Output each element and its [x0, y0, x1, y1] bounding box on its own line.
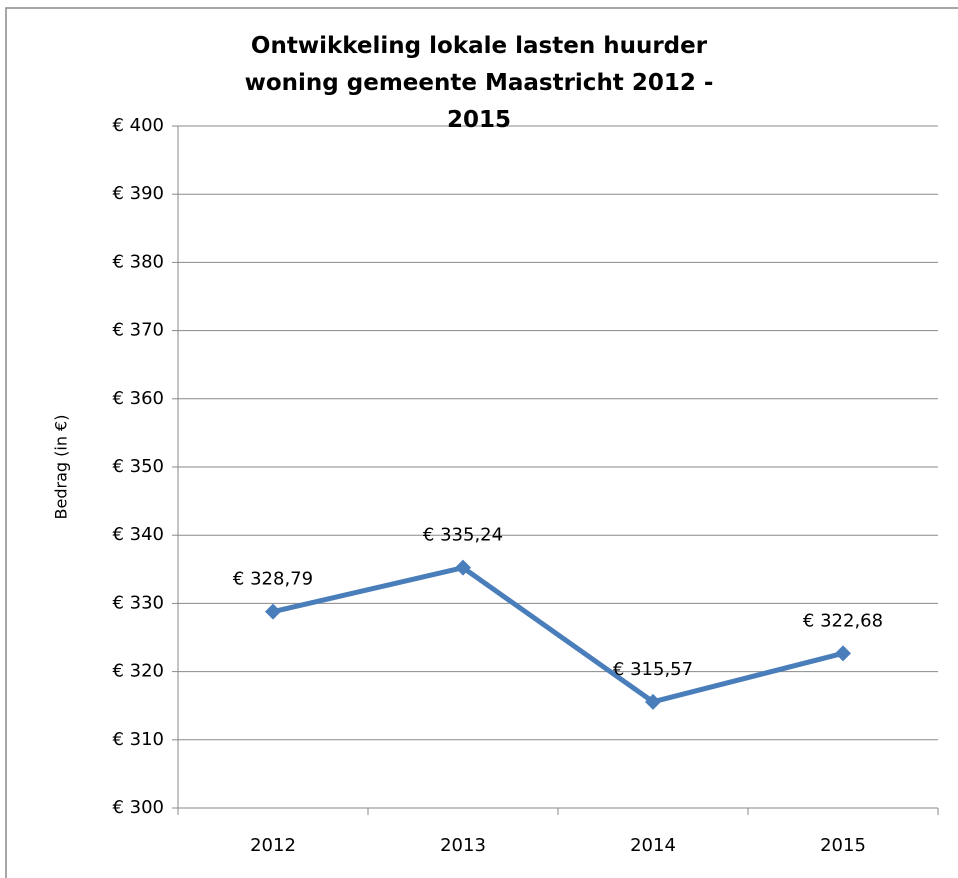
- chart-title: Ontwikkeling lokale lasten huurder wonin…: [244, 33, 714, 133]
- data-point: [835, 645, 851, 662]
- x-tick-label: 2013: [440, 835, 486, 856]
- y-tick-label: € 340: [112, 524, 164, 545]
- data-point: [265, 603, 281, 620]
- y-tick-label: € 360: [112, 388, 164, 409]
- y-tick-label: € 370: [112, 320, 164, 341]
- y-tick-label: € 320: [112, 661, 164, 682]
- data-point: [455, 559, 471, 576]
- data-point: [645, 693, 661, 710]
- y-tick-label: € 300: [112, 797, 164, 818]
- y-tick-label: € 390: [112, 183, 164, 204]
- y-tick-label: € 350: [112, 456, 164, 477]
- y-tick-label: € 400: [112, 115, 164, 136]
- data-label: € 315,57: [613, 659, 693, 680]
- y-tick-label: € 330: [112, 592, 164, 613]
- y-tick-label: € 380: [112, 251, 164, 272]
- data-label: € 322,68: [803, 610, 883, 631]
- data-label: € 335,24: [423, 525, 503, 546]
- x-tick-label: 2015: [820, 835, 866, 856]
- series-line: [272, 565, 844, 705]
- x-tick-label: 2014: [630, 835, 676, 856]
- chart-frame: [5, 7, 958, 878]
- x-tick-label: 2012: [250, 835, 296, 856]
- data-label: € 328,79: [233, 569, 313, 590]
- y-tick-label: € 310: [112, 729, 164, 750]
- y-axis-label: Bedrag (in €): [52, 415, 71, 520]
